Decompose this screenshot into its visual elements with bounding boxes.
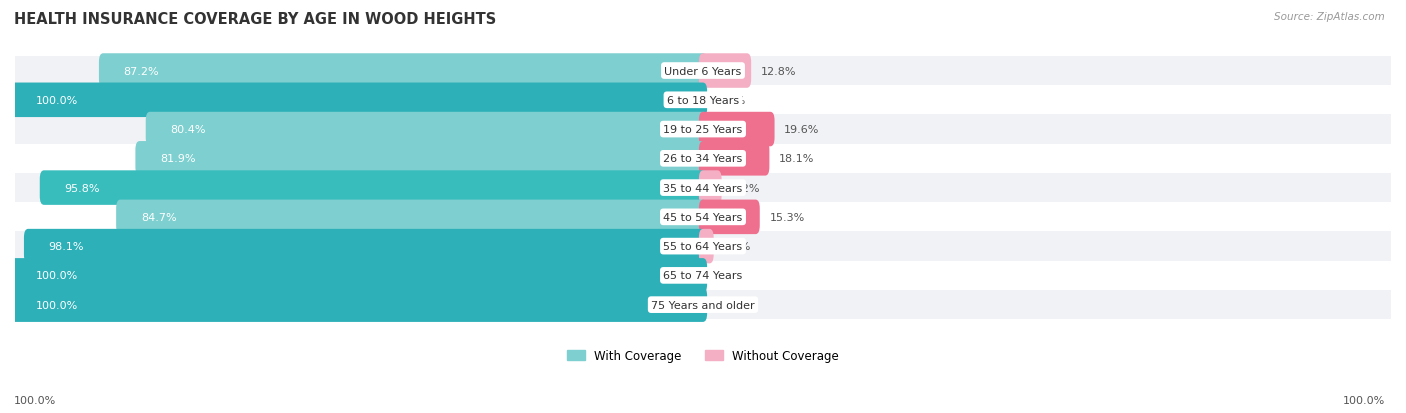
Text: 75 Years and older: 75 Years and older xyxy=(651,300,755,310)
Bar xyxy=(15,173,1391,203)
FancyBboxPatch shape xyxy=(98,54,707,88)
Text: Source: ZipAtlas.com: Source: ZipAtlas.com xyxy=(1274,12,1385,22)
FancyBboxPatch shape xyxy=(699,200,759,235)
Text: 100.0%: 100.0% xyxy=(14,395,56,405)
Text: 0.0%: 0.0% xyxy=(717,300,745,310)
Text: 100.0%: 100.0% xyxy=(1343,395,1385,405)
FancyBboxPatch shape xyxy=(699,171,721,205)
Bar xyxy=(15,290,1391,320)
Text: HEALTH INSURANCE COVERAGE BY AGE IN WOOD HEIGHTS: HEALTH INSURANCE COVERAGE BY AGE IN WOOD… xyxy=(14,12,496,27)
Text: 26 to 34 Years: 26 to 34 Years xyxy=(664,154,742,164)
Bar xyxy=(15,86,1391,115)
Bar xyxy=(15,232,1391,261)
Bar xyxy=(15,261,1391,290)
Text: 12.8%: 12.8% xyxy=(761,66,796,76)
Text: 55 to 64 Years: 55 to 64 Years xyxy=(664,242,742,252)
Text: 4.2%: 4.2% xyxy=(731,183,759,193)
FancyBboxPatch shape xyxy=(39,171,707,205)
Text: 65 to 74 Years: 65 to 74 Years xyxy=(664,271,742,281)
Text: 45 to 54 Years: 45 to 54 Years xyxy=(664,212,742,222)
Bar xyxy=(15,203,1391,232)
Text: 80.4%: 80.4% xyxy=(170,125,207,135)
Text: 15.3%: 15.3% xyxy=(769,212,804,222)
Text: 100.0%: 100.0% xyxy=(35,300,77,310)
Text: 98.1%: 98.1% xyxy=(49,242,84,252)
Bar xyxy=(15,144,1391,173)
Text: 84.7%: 84.7% xyxy=(141,212,177,222)
FancyBboxPatch shape xyxy=(135,142,707,176)
Text: 95.8%: 95.8% xyxy=(65,183,100,193)
Text: 18.1%: 18.1% xyxy=(779,154,814,164)
FancyBboxPatch shape xyxy=(699,112,775,147)
FancyBboxPatch shape xyxy=(117,200,707,235)
FancyBboxPatch shape xyxy=(11,83,707,118)
Text: 100.0%: 100.0% xyxy=(35,95,77,106)
Text: 6 to 18 Years: 6 to 18 Years xyxy=(666,95,740,106)
FancyBboxPatch shape xyxy=(11,288,707,322)
Text: 35 to 44 Years: 35 to 44 Years xyxy=(664,183,742,193)
Text: 0.0%: 0.0% xyxy=(717,95,745,106)
Text: 19 to 25 Years: 19 to 25 Years xyxy=(664,125,742,135)
Text: 87.2%: 87.2% xyxy=(124,66,159,76)
Text: 81.9%: 81.9% xyxy=(160,154,195,164)
Text: Under 6 Years: Under 6 Years xyxy=(665,66,741,76)
Text: 19.6%: 19.6% xyxy=(785,125,820,135)
Bar xyxy=(15,57,1391,86)
Bar xyxy=(15,115,1391,144)
FancyBboxPatch shape xyxy=(699,229,714,264)
Text: 0.0%: 0.0% xyxy=(717,271,745,281)
Text: 1.9%: 1.9% xyxy=(723,242,752,252)
FancyBboxPatch shape xyxy=(24,229,707,264)
FancyBboxPatch shape xyxy=(146,112,707,147)
Legend: With Coverage, Without Coverage: With Coverage, Without Coverage xyxy=(562,345,844,367)
FancyBboxPatch shape xyxy=(11,259,707,293)
FancyBboxPatch shape xyxy=(699,54,751,88)
FancyBboxPatch shape xyxy=(699,142,769,176)
Text: 100.0%: 100.0% xyxy=(35,271,77,281)
